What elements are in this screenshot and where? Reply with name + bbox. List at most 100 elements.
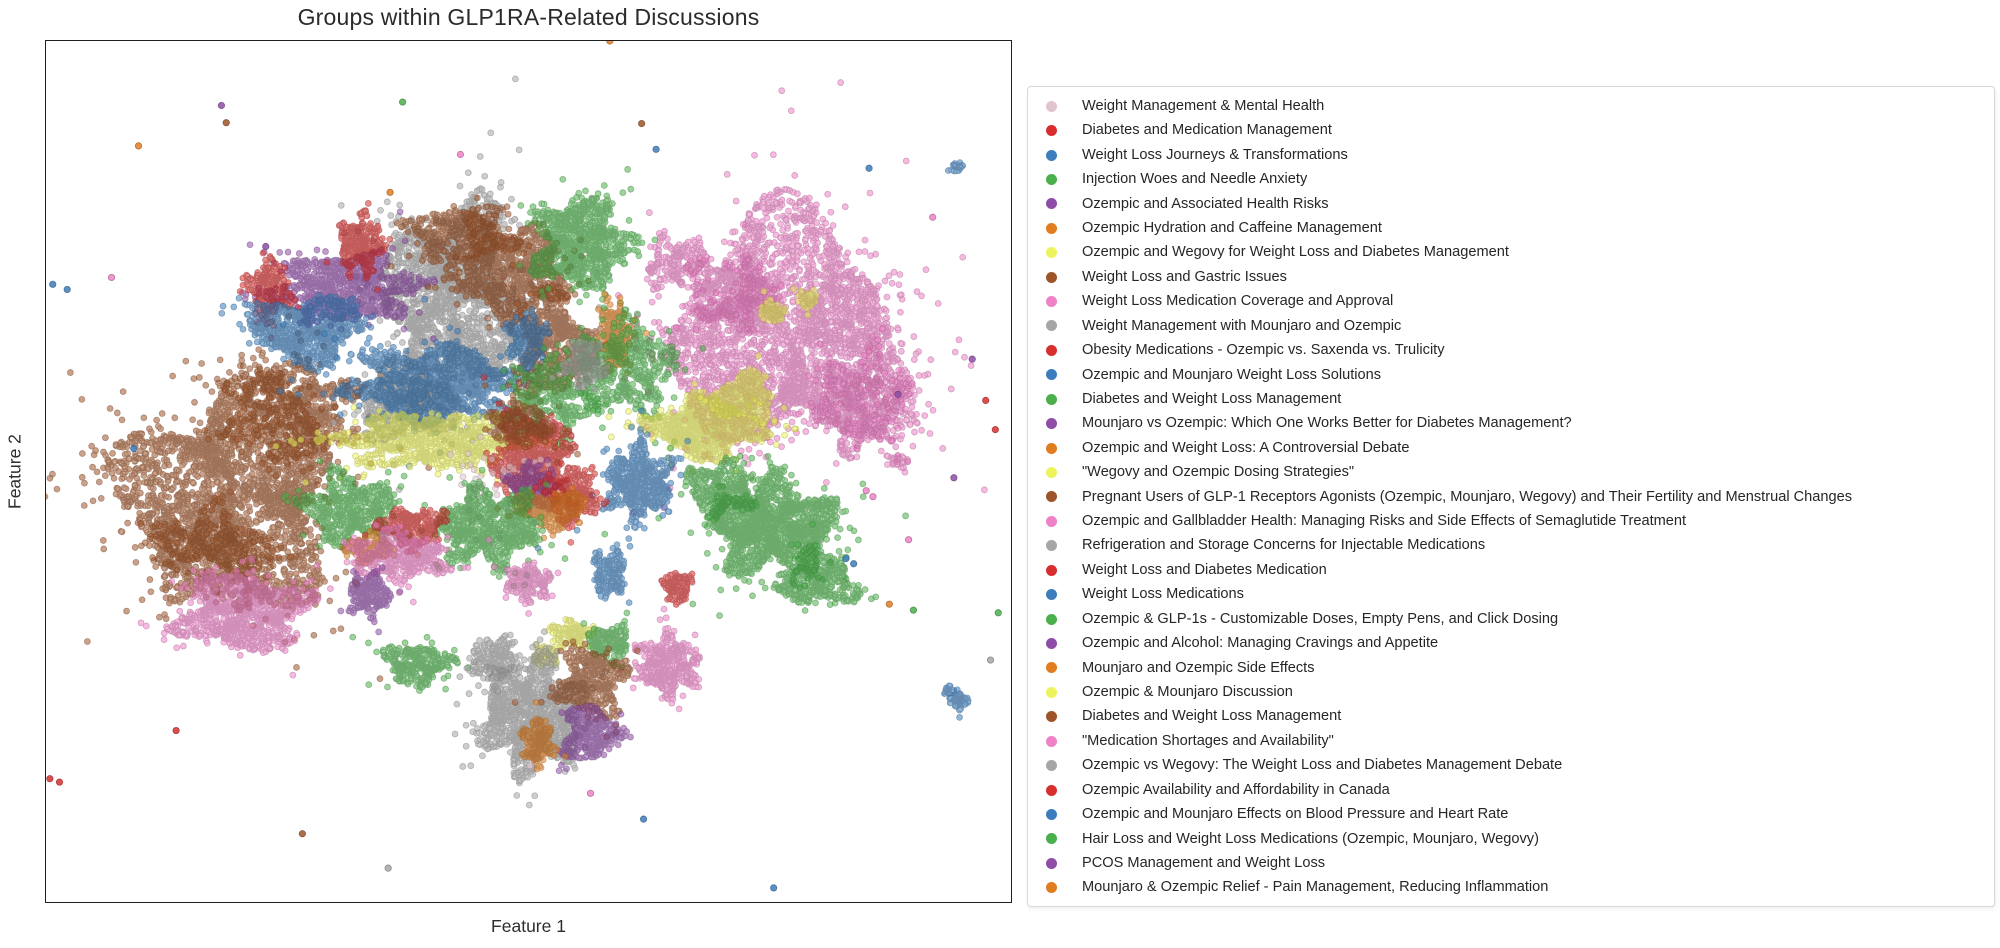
legend-item: Weight Loss Medication Coverage and Appr… [1046,289,1986,313]
legend-marker-dot [1046,515,1057,527]
legend-item: Mounjaro and Ozempic Side Effects [1046,656,1986,680]
legend-item-label: Ozempic and Gallbladder Health: Managing… [1082,513,1687,530]
legend-marker-dot [1046,491,1057,503]
legend-item: Ozempic and Mounjaro Weight Loss Solutio… [1046,363,1986,387]
legend-item: Diabetes and Weight Loss Management [1046,387,1986,411]
legend-item: Ozempic and Alcohol: Managing Cravings a… [1046,631,1986,655]
legend-marker-dot [1046,662,1057,674]
legend-item: Ozempic and Gallbladder Health: Managing… [1046,509,1986,533]
legend-item: Ozempic and Mounjaro Effects on Blood Pr… [1046,802,1986,826]
legend-item-label: Diabetes and Weight Loss Management [1082,390,1342,407]
legend-item-label: "Medication Shortages and Availability" [1082,732,1334,749]
legend-marker-dot [1046,198,1057,210]
legend-item-label: Weight Loss Medication Coverage and Appr… [1082,293,1394,310]
legend-item-label: Ozempic vs Wegovy: The Weight Loss and D… [1082,757,1563,774]
legend-marker-dot [1046,149,1057,161]
legend-item: Obesity Medications - Ozempic vs. Saxend… [1046,338,1986,362]
legend-item: Mounjaro & Ozempic Relief - Pain Managem… [1046,876,1986,900]
legend-marker-dot [1046,100,1057,112]
legend-item: Ozempic and Associated Health Risks [1046,192,1986,216]
legend-marker-dot [1046,320,1057,332]
legend-marker-dot [1046,344,1057,356]
legend-marker-dot [1046,540,1057,552]
legend-item-label: Ozempic and Mounjaro Effects on Blood Pr… [1082,806,1509,823]
legend-item-label: Ozempic & Mounjaro Discussion [1082,684,1293,701]
legend-item-label: "Wegovy and Ozempic Dosing Strategies" [1082,464,1355,481]
legend-item: Hair Loss and Weight Loss Medications (O… [1046,827,1986,851]
scatter-canvas [46,41,1010,901]
legend-marker-dot [1046,222,1057,234]
legend-item: Weight Management & Mental Health [1046,94,1986,118]
legend-item-label: Weight Management with Mounjaro and Ozem… [1082,317,1402,334]
legend-item-label: Ozempic and Wegovy for Weight Loss and D… [1082,244,1509,261]
legend-item-label: Weight Loss and Gastric Issues [1082,268,1287,285]
legend-item-label: Mounjaro & Ozempic Relief - Pain Managem… [1082,879,1549,896]
legend-item-label: Ozempic and Mounjaro Weight Loss Solutio… [1082,366,1382,383]
legend-item: Diabetes and Medication Management [1046,118,1986,142]
legend-item: Refrigeration and Storage Concerns for I… [1046,534,1986,558]
legend-marker-dot [1046,393,1057,405]
legend-marker-dot [1046,296,1057,308]
legend-item: Weight Loss Journeys & Transformations [1046,143,1986,167]
legend-item-label: Pregnant Users of GLP-1 Receptors Agonis… [1082,488,1853,505]
legend-item-label: Ozempic Availability and Affordability i… [1082,781,1390,798]
legend-item-label: Refrigeration and Storage Concerns for I… [1082,537,1486,554]
legend-marker-dot [1046,613,1057,625]
legend-item: Ozempic and Weight Loss: A Controversial… [1046,436,1986,460]
legend-marker-dot [1046,686,1057,698]
legend-box: Weight Management & Mental Health Diabet… [1027,86,1995,907]
legend-marker-dot [1046,418,1057,430]
legend-marker-dot [1046,369,1057,381]
legend-marker-dot [1046,442,1057,454]
legend-item-label: PCOS Management and Weight Loss [1082,854,1326,871]
legend-marker-dot [1046,173,1057,185]
legend-marker-dot [1046,564,1057,576]
plot-area [45,40,1012,903]
legend-item: Injection Woes and Needle Anxiety [1046,167,1986,191]
legend-item-label: Diabetes and Weight Loss Management [1082,708,1342,725]
legend-marker-dot [1046,808,1057,820]
legend-item: Pregnant Users of GLP-1 Receptors Agonis… [1046,485,1986,509]
legend-marker-dot [1046,637,1057,649]
legend-marker-dot [1046,589,1057,601]
legend-item: Ozempic and Wegovy for Weight Loss and D… [1046,241,1986,265]
y-axis-label: Feature 2 [4,434,25,509]
legend-item: Ozempic & GLP-1s - Customizable Doses, E… [1046,607,1986,631]
legend-marker-dot [1046,882,1057,894]
legend-marker-dot [1046,760,1057,772]
legend-item-label: Weight Loss Journeys & Transformations [1082,146,1348,163]
legend-marker-dot [1046,125,1057,137]
legend-item-label: Weight Management & Mental Health [1082,97,1325,114]
legend-item-label: Weight Loss Medications [1082,586,1244,603]
chart-title: Groups within GLP1RA-Related Discussions [297,3,760,30]
legend-item-label: Mounjaro vs Ozempic: Which One Works Bet… [1082,415,1572,432]
legend-marker-dot [1046,467,1057,479]
legend-marker-dot [1046,247,1057,259]
legend-item: Weight Loss and Diabetes Medication [1046,558,1986,582]
legend-marker-dot [1046,784,1057,796]
legend-item: Weight Loss Medications [1046,582,1986,606]
legend-item: Ozempic & Mounjaro Discussion [1046,680,1986,704]
x-axis-label: Feature 1 [491,915,566,936]
legend-item-label: Ozempic and Alcohol: Managing Cravings a… [1082,635,1439,652]
legend-item: Weight Loss and Gastric Issues [1046,265,1986,289]
legend-item: PCOS Management and Weight Loss [1046,851,1986,875]
legend-item: Ozempic Hydration and Caffeine Managemen… [1046,216,1986,240]
legend-item: Mounjaro vs Ozempic: Which One Works Bet… [1046,411,1986,435]
legend-item-label: Ozempic Hydration and Caffeine Managemen… [1082,220,1382,236]
legend-marker-dot [1046,857,1057,869]
legend-item-label: Mounjaro and Ozempic Side Effects [1082,659,1315,676]
legend-item-label: Ozempic and Weight Loss: A Controversial… [1082,439,1410,456]
legend-item: Diabetes and Weight Loss Management [1046,705,1986,729]
legend-item-label: Diabetes and Medication Management [1082,122,1332,139]
legend-marker-dot [1046,711,1057,723]
legend-item: Ozempic vs Wegovy: The Weight Loss and D… [1046,753,1986,777]
legend-item: "Medication Shortages and Availability" [1046,729,1986,753]
legend-item-label: Obesity Medications - Ozempic vs. Saxend… [1082,342,1445,359]
legend-item-label: Hair Loss and Weight Loss Medications (O… [1082,830,1539,847]
legend-item: Weight Management with Mounjaro and Ozem… [1046,314,1986,338]
legend-item-label: Ozempic and Associated Health Risks [1082,195,1329,212]
legend-marker-dot [1046,271,1057,283]
legend-marker-dot [1046,833,1057,845]
legend-item: Ozempic Availability and Affordability i… [1046,778,1986,802]
